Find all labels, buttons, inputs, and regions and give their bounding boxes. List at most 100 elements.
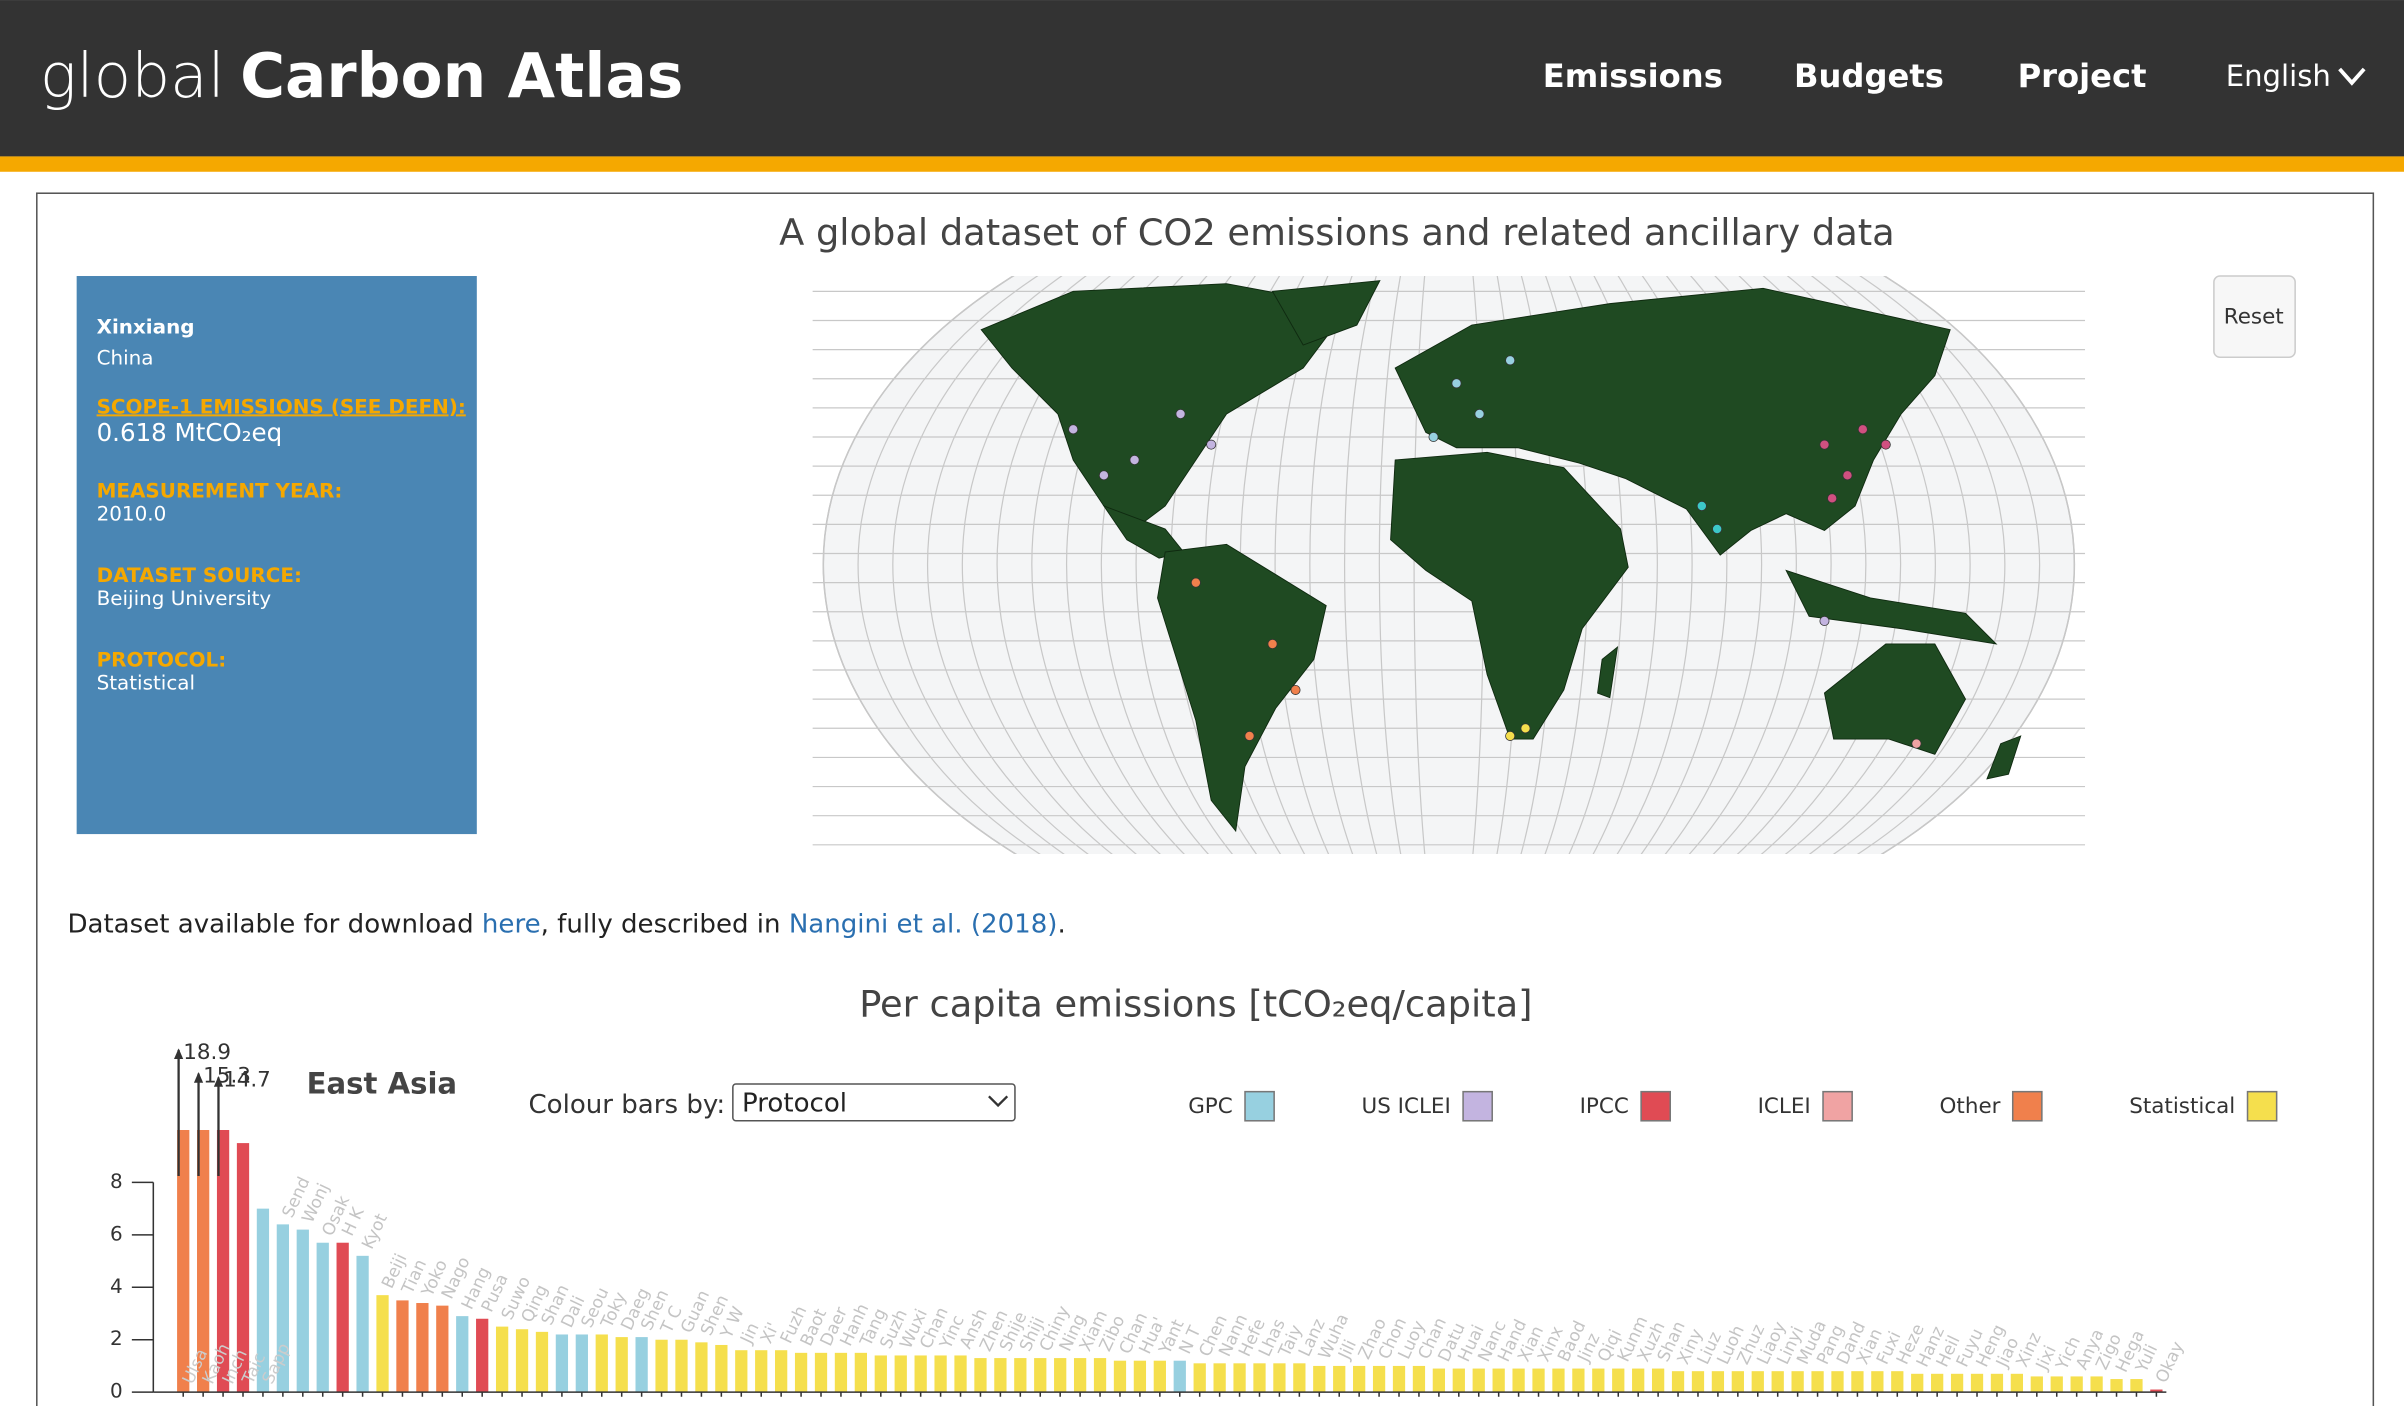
link[interactable]: Nangini et al. (2018) bbox=[789, 909, 1058, 939]
legend-swatch bbox=[1244, 1090, 1275, 1122]
bar bbox=[316, 1242, 329, 1393]
info-fields: SCOPE-1 EMISSIONS (SEE DEFN):0.618 MtCO₂… bbox=[97, 395, 466, 694]
bar bbox=[1731, 1371, 1744, 1393]
bar bbox=[436, 1305, 449, 1393]
bar bbox=[1632, 1368, 1645, 1393]
arrow-head bbox=[174, 1048, 184, 1060]
info-label: SCOPE-1 EMISSIONS (SEE DEFN): bbox=[97, 395, 466, 418]
bar bbox=[1193, 1363, 1206, 1393]
bar bbox=[197, 1129, 210, 1393]
meridian bbox=[892, 276, 2006, 855]
bar bbox=[2050, 1376, 2063, 1393]
legend-label: ICLEI bbox=[1758, 1094, 1811, 1119]
bar bbox=[276, 1224, 290, 1393]
bar bbox=[1931, 1373, 1944, 1393]
bar bbox=[1612, 1368, 1625, 1393]
meridian bbox=[996, 276, 1902, 855]
bar bbox=[1153, 1360, 1166, 1393]
bar bbox=[555, 1334, 569, 1393]
bar bbox=[874, 1355, 887, 1393]
bar bbox=[1253, 1363, 1266, 1393]
bar-chart: 02468Ulsa18.9Kaoh15.3Inch14.7TaicSappSen… bbox=[110, 1040, 2278, 1403]
bar bbox=[1472, 1368, 1485, 1393]
bar bbox=[515, 1329, 529, 1393]
land bbox=[980, 280, 2022, 833]
bar bbox=[1313, 1365, 1326, 1393]
bar bbox=[1173, 1360, 1186, 1393]
bar bbox=[2090, 1376, 2103, 1393]
bar bbox=[715, 1344, 728, 1393]
bar bbox=[854, 1352, 868, 1393]
bars bbox=[177, 1129, 2163, 1393]
info-value: Statistical bbox=[97, 671, 195, 694]
info-label: MEASUREMENT YEAR: bbox=[97, 480, 343, 503]
bar bbox=[2070, 1376, 2083, 1393]
nav-item[interactable]: Budgets bbox=[1794, 57, 1944, 95]
nav-item[interactable]: Project bbox=[2018, 57, 2147, 95]
chart-title: Per capita emissions [tCO₂eq/capita] bbox=[859, 982, 1532, 1025]
arrow-head bbox=[193, 1072, 204, 1083]
meridian bbox=[1100, 276, 1797, 855]
bar bbox=[1432, 1368, 1446, 1393]
y-tick-label: 6 bbox=[110, 1222, 123, 1245]
bar bbox=[476, 1318, 489, 1393]
bar bbox=[396, 1300, 409, 1393]
map-title: A global dataset of CO2 emissions and re… bbox=[779, 211, 1895, 254]
reset-button[interactable] bbox=[2213, 275, 2296, 359]
colour-select[interactable] bbox=[732, 1083, 1016, 1122]
meridian bbox=[927, 276, 1971, 855]
bar bbox=[1333, 1365, 1346, 1393]
legend-swatch bbox=[1822, 1090, 1853, 1122]
control-label: Colour bars by: bbox=[528, 1090, 725, 1120]
bar bbox=[416, 1303, 429, 1393]
bar bbox=[1771, 1371, 1784, 1393]
text: . bbox=[1057, 909, 1065, 939]
bar bbox=[1811, 1371, 1824, 1393]
language-select[interactable]: English bbox=[2226, 59, 2331, 93]
bar bbox=[1671, 1371, 1685, 1393]
bar bbox=[1093, 1358, 1107, 1393]
legend-label: IPCC bbox=[1580, 1094, 1629, 1119]
legend-label: Other bbox=[1940, 1094, 2001, 1119]
bar bbox=[296, 1229, 309, 1393]
bar bbox=[1891, 1371, 1904, 1393]
bar bbox=[1372, 1365, 1386, 1393]
bar bbox=[775, 1350, 788, 1393]
bar bbox=[1851, 1371, 1864, 1393]
map[interactable] bbox=[812, 163, 2086, 966]
logo-bold: Carbon Atlas bbox=[240, 40, 683, 111]
bar bbox=[2110, 1379, 2123, 1393]
bar bbox=[695, 1342, 708, 1393]
meridian bbox=[1031, 276, 1867, 855]
logo-light: global bbox=[40, 40, 225, 111]
link[interactable]: here bbox=[482, 909, 541, 939]
meridian bbox=[822, 276, 2075, 855]
bar bbox=[1592, 1368, 1605, 1393]
bar bbox=[1691, 1371, 1705, 1393]
bar bbox=[1054, 1358, 1067, 1393]
logo[interactable]: global Carbon Atlas bbox=[40, 40, 683, 111]
bar bbox=[595, 1334, 608, 1393]
bar bbox=[735, 1350, 748, 1393]
meridian bbox=[1135, 276, 1763, 855]
bar bbox=[994, 1358, 1007, 1393]
info-country: China bbox=[97, 346, 154, 369]
bar bbox=[1213, 1363, 1226, 1393]
y-tick-label: 4 bbox=[110, 1275, 123, 1298]
value-label: 14.7 bbox=[223, 1068, 271, 1093]
bar bbox=[1492, 1368, 1505, 1393]
bar bbox=[2130, 1379, 2143, 1393]
info-panel bbox=[76, 276, 477, 835]
bar bbox=[1452, 1368, 1465, 1393]
bar bbox=[236, 1143, 250, 1393]
bar bbox=[1552, 1368, 1565, 1393]
info-city: Xinxiang bbox=[97, 316, 195, 339]
nav-item[interactable]: Emissions bbox=[1543, 57, 1723, 95]
bar bbox=[974, 1358, 987, 1393]
meridian bbox=[1066, 276, 1832, 855]
legend-swatch bbox=[1462, 1090, 1493, 1122]
bar bbox=[1133, 1360, 1147, 1393]
bar bbox=[356, 1255, 369, 1393]
bar bbox=[1034, 1358, 1047, 1393]
select-value: Protocol bbox=[742, 1088, 847, 1118]
